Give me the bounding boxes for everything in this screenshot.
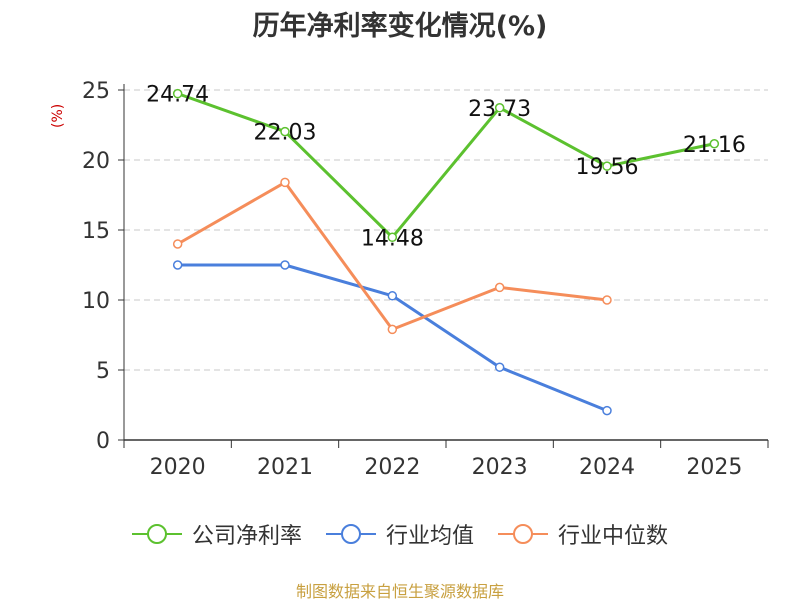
data-label: 24.74 — [146, 83, 209, 108]
y-tick-label: 25 — [82, 79, 110, 104]
x-tick-label: 2020 — [150, 455, 206, 480]
y-tick-label: 20 — [82, 149, 110, 174]
y-tick-label: 15 — [82, 219, 110, 244]
data-point — [387, 232, 398, 243]
chart-title: 历年净利率变化情况(%) — [252, 11, 548, 42]
data-point — [387, 324, 398, 335]
data-point — [602, 405, 612, 416]
legend-item[interactable]: 行业均值 — [325, 518, 474, 550]
x-tick-label: 2024 — [579, 455, 635, 480]
data-point — [172, 260, 183, 270]
data-point — [280, 126, 290, 137]
y-tick-label: 5 — [96, 359, 110, 384]
legend-item[interactable]: 公司净利率 — [131, 518, 302, 550]
series-line-0 — [177, 92, 715, 239]
data-label: 23.73 — [468, 97, 531, 122]
legend-swatch — [131, 524, 182, 544]
data-label: 14.48 — [361, 226, 424, 251]
data-point — [494, 103, 505, 113]
data-point — [602, 161, 612, 171]
legend: 公司净利率 行业均值 行业中位数 — [0, 518, 800, 550]
data-point — [709, 139, 720, 149]
legend-swatch-marker — [513, 524, 533, 544]
source-note: 制图数据来自恒生聚源数据库 — [295, 582, 504, 601]
x-tick-label: 2025 — [686, 455, 742, 480]
data-label: 21.16 — [683, 133, 746, 158]
x-tick-label: 2022 — [364, 455, 420, 480]
data-point — [602, 295, 612, 305]
legend-label: 行业中位数 — [558, 524, 669, 549]
legend-item[interactable]: 行业中位数 — [498, 518, 668, 550]
x-tick-label: 2021 — [257, 455, 313, 480]
legend-label: 公司净利率 — [191, 524, 302, 549]
data-point — [387, 291, 398, 301]
legend-swatch-marker — [340, 524, 361, 544]
legend-label: 行业均值 — [385, 524, 474, 549]
data-point — [280, 177, 290, 188]
legend-swatch-marker — [146, 524, 167, 544]
x-tick-label: 2023 — [472, 455, 528, 480]
legend-swatch — [325, 524, 376, 544]
data-point — [494, 362, 505, 372]
data-label: 22.03 — [254, 121, 317, 146]
y-tick-label: 10 — [82, 289, 110, 314]
y-tick-label: 0 — [96, 429, 110, 454]
data-label: 19.56 — [576, 155, 639, 180]
data-point — [494, 282, 505, 293]
series-line-1 — [177, 263, 608, 412]
data-point — [280, 260, 290, 270]
series-line-2 — [176, 180, 608, 331]
data-point — [172, 239, 183, 249]
data-point — [172, 88, 183, 99]
legend-swatch — [498, 524, 548, 544]
